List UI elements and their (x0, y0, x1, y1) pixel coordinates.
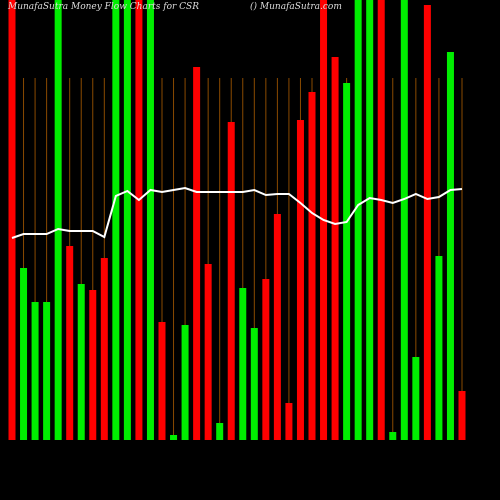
money-flow-line (11, 186, 463, 239)
bar (296, 120, 304, 440)
bar (66, 246, 74, 440)
bar (308, 92, 316, 440)
bar (285, 403, 293, 440)
bar (423, 5, 431, 440)
bar (8, 0, 16, 440)
bar (239, 288, 247, 440)
bar (89, 290, 97, 440)
chart-subtitle: () MunafaSutra.com (250, 1, 342, 12)
bar (273, 214, 281, 440)
bar (181, 325, 189, 440)
bar (77, 284, 85, 440)
bar (216, 423, 224, 440)
bar (262, 279, 270, 440)
bar (412, 357, 420, 440)
bar (204, 264, 212, 440)
bar (170, 435, 178, 440)
bar (343, 83, 351, 440)
bar (435, 256, 443, 440)
bar (31, 302, 39, 440)
bar (250, 328, 258, 440)
bar (100, 258, 108, 440)
bar (458, 391, 466, 440)
bar (146, 0, 154, 440)
chart-title: MunafaSutra Money Flow Charts for CSR (7, 2, 199, 12)
bar (400, 0, 408, 440)
bar (331, 57, 339, 440)
bar (193, 67, 201, 440)
bar (377, 0, 385, 440)
bar (227, 122, 235, 440)
bar (43, 302, 51, 440)
bar (354, 0, 362, 440)
bar (135, 0, 143, 440)
bar (389, 432, 397, 440)
bar (20, 268, 28, 440)
bar (446, 52, 454, 440)
bar (158, 322, 166, 440)
bar (123, 0, 131, 440)
bar (112, 0, 120, 440)
bar (366, 0, 374, 440)
bar (54, 0, 62, 440)
